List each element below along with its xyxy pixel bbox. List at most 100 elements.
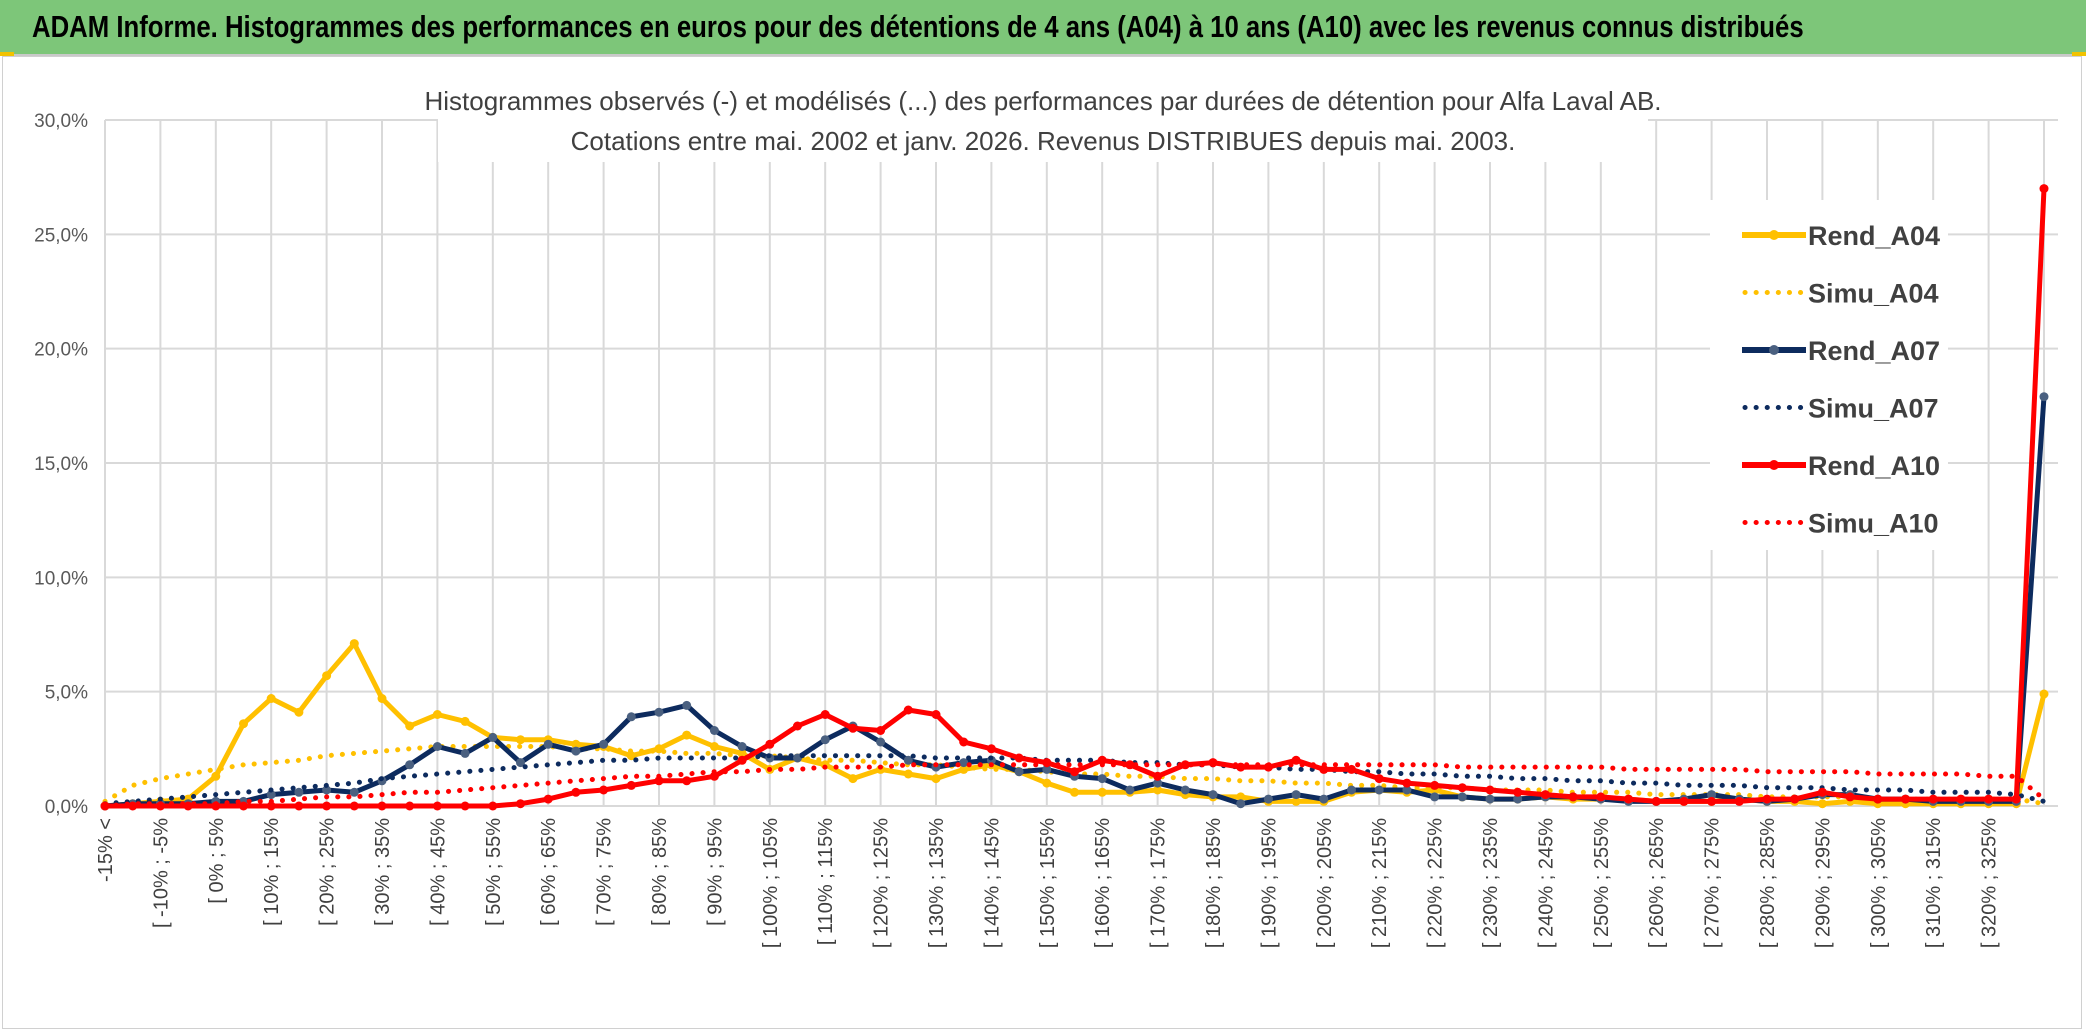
rend-a10-point [1014,753,1024,763]
rend-a10-point [1651,796,1661,806]
rend-a10-point [1873,794,1883,804]
rend-a07-point [654,707,664,717]
rend-a10-point [1624,794,1633,804]
rend-a07-point [488,732,498,742]
x-tick-label: [ -10% ; -5% [150,818,172,928]
rend-a07-point [876,737,886,747]
legend-box [1710,200,1948,550]
report-header: ADAM Informe. Histogrammes des performan… [0,0,2086,56]
rend-a10-point [294,801,304,811]
rend-a10-point [1319,764,1329,774]
rend-a10-point [1845,792,1855,802]
rend-a07-point [959,758,969,768]
x-tick-label: [ 10% ; 15% [261,818,283,926]
rend-a04-point [1042,778,1052,788]
legend-label-simu-a10: Simu_A10 [1808,509,1939,539]
rend-a10-point [543,794,553,804]
rend-a10-point [1901,794,1910,804]
rend-a10-point [1374,774,1384,784]
rend-a07-point [1319,794,1329,804]
y-tick-label: 10,0% [34,568,88,589]
rend-a10-point [848,723,858,733]
x-tick-label: [ 120% ; 125% [871,818,893,948]
rend-a04-point [377,694,387,703]
rend-a07-point [1180,785,1190,795]
rend-a10-point [377,801,387,811]
y-axis-ticks: 0,0% 5,0% 10,0% 15,0% 20,0% 25,0% 30,0% [34,111,88,818]
rend-a10-point [1790,794,1800,804]
rend-a10-point [1070,767,1079,777]
rend-a07-point [1208,790,1218,800]
rend-a07-point [2039,392,2049,402]
x-tick-label: [ 100% ; 105% [760,818,782,948]
rend-a07-point [1347,785,1356,795]
x-tick-label: [ 150% ; 155% [1037,818,1059,948]
chart-title: Histogrammes observés (-) et modélisés (… [424,86,1661,116]
rend-a10-point [432,801,442,811]
rend-a10-point [1956,794,1966,804]
x-tick-label: [ 240% ; 245% [1535,818,1557,948]
rend-a10-point [1734,796,1744,806]
x-tick-label: [ 0% ; 5% [206,818,228,904]
rend-a10-point [1097,755,1107,765]
series-lines [100,184,2049,811]
x-tick-label: [ 250% ; 255% [1591,818,1613,948]
chart-subtitle: Cotations entre mai. 2002 et janv. 2026.… [571,126,1516,156]
legend-label-rend-a10: Rend_A10 [1808,451,1940,481]
rend-a04-point [2039,689,2049,699]
rend-a07-point [1402,785,1412,795]
chart-title-box: Histogrammes observés (-) et modélisés (… [424,80,1662,162]
x-tick-label: [ 180% ; 185% [1203,818,1225,948]
rend-a10-point [986,744,996,754]
rend-a10-point [460,801,470,811]
x-tick-label: [ 110% ; 115% [815,818,837,945]
rend-a07-point [1457,792,1467,802]
x-tick-label: [ 30% ; 35% [372,818,394,926]
report-title: ADAM Informe. Histogrammes des performan… [32,9,1804,44]
legend-marker-rend-a07 [1769,345,1779,355]
rend-a04-point [626,751,636,761]
y-tick-label: 25,0% [34,225,88,246]
rend-a07-point [709,726,719,735]
rend-a10-point [682,776,692,786]
x-tick-label: [ 270% ; 275% [1702,818,1724,948]
rend-a10-point [1679,796,1689,806]
rend-a07-point [266,790,276,800]
rend-a10-point [654,776,664,786]
rend-a04-point [709,742,719,751]
rend-a10-point [1707,796,1717,806]
y-tick-label: 15,0% [34,454,88,475]
rend-a07-point [1125,785,1135,795]
legend-label-simu-a07: Simu_A07 [1808,394,1939,424]
x-tick-label: [ 260% ; 265% [1646,818,1668,948]
rend-a10-point [1125,760,1135,770]
rend-a07-point [432,742,442,751]
rend-a07-point [682,700,692,710]
rend-a04-point [903,769,913,779]
x-tick-label: [ 130% ; 135% [926,818,948,948]
rend-a10-point [571,787,581,797]
x-tick-label: [ 300% ; 305% [1868,818,1890,948]
rend-a07-point [1291,790,1301,800]
rend-a10-point [737,755,747,765]
rend-a04-point [266,694,276,703]
x-tick-label: [ 50% ; 55% [483,818,505,926]
x-tick-label: [ 70% ; 75% [594,818,616,926]
rend-a10-point [1984,794,1994,804]
rend-a04-point [1817,799,1827,809]
rend-a10-point [959,737,969,747]
rend-a07-point [1513,794,1523,804]
y-tick-label: 20,0% [34,340,88,361]
rend-a07-point [571,746,581,756]
rend-a07-point [1014,767,1024,777]
y-tick-label: 5,0% [45,683,88,704]
rend-a07-point [1097,774,1107,784]
legend-label-simu-a04: Simu_A04 [1808,279,1939,309]
rend-a07-point [599,739,609,749]
chart-frame [2,56,2082,1029]
legend-marker-rend-a10 [1769,460,1779,470]
rend-a10-point [128,801,138,811]
rend-a10-point [903,705,913,715]
rend-a10-point [1513,787,1523,797]
